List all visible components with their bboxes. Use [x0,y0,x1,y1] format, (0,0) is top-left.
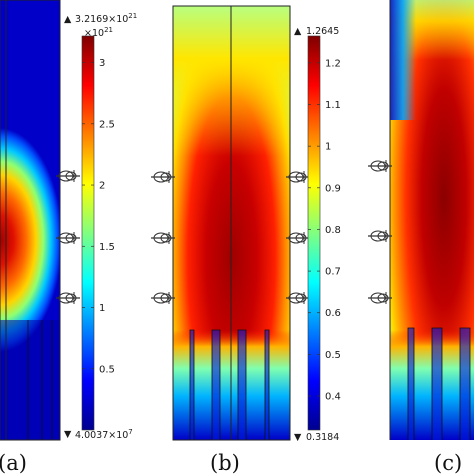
colorbar-tick-label: 0.5 [325,350,341,361]
colorbar-tick-label: 0.8 [325,225,341,236]
colorbar-tick-label: 2 [99,181,105,192]
colorbar-tick-label: 1 [325,142,331,153]
panel-b-colorbar-ticks: 1.2 1.1 1 0.9 0.8 0.7 0.6 0.5 0.4 [308,58,341,403]
colorbar-tick-label: 0.5 [99,364,115,375]
panel-c-caption: (c) [434,451,462,474]
panel-b-min-label: 0.3184 [306,432,339,443]
panel-a-caption: (a) [0,451,27,474]
panel-b-electrodes [189,329,270,440]
panel-a-colorbar: 3 2.5 2 1.5 1 0.5 ▲ 3.2169×1021 ×1021 ▼ 4.003… [64,12,137,441]
panel-a-max-label: 3.2169×1021 [75,12,137,25]
colorbar-tick-label: 1.5 [99,242,115,253]
colorbar-tick-label: 1.1 [325,100,341,111]
panel-a-min-label: 4.0037×107 [75,428,133,441]
colorbar-tick-label: 1.2 [325,58,341,69]
panel-a-max-marker: ▲ [64,14,72,25]
colorbar-tick-label: 0.9 [325,183,341,194]
colorbar-tick-label: 0.6 [325,308,341,319]
colorbar-tick-label: 2.5 [99,119,115,130]
colorbar-tick-label: 3 [99,58,105,69]
panel-b-caption: (b) [210,451,240,474]
panel-b-min-marker: ▼ [294,432,302,443]
panel-a-colorbar-ticks: 3 2.5 2 1.5 1 0.5 [82,58,115,375]
panel-c-clamps [367,159,393,305]
panel-b-plot [172,5,291,441]
colorbar-tick-label: 1 [99,303,105,314]
panel-b-colorbar: 1.2 1.1 1 0.9 0.8 0.7 0.6 0.5 0.4 ▲ 1.2645 ▼ 0.3… [294,26,341,443]
panel-a-plot [0,0,61,441]
panel-b-max-marker: ▲ [294,26,302,37]
panel-b-max-label: 1.2645 [306,26,339,37]
panel-a-unit-label: ×1021 [84,26,113,39]
colorbar-tick-label: 0.4 [325,392,341,403]
colorbar-tick-label: 0.7 [325,267,341,278]
panel-c-plot [389,0,474,440]
panel-c-electrodes [407,327,471,440]
panel-a-min-marker: ▼ [64,429,72,440]
